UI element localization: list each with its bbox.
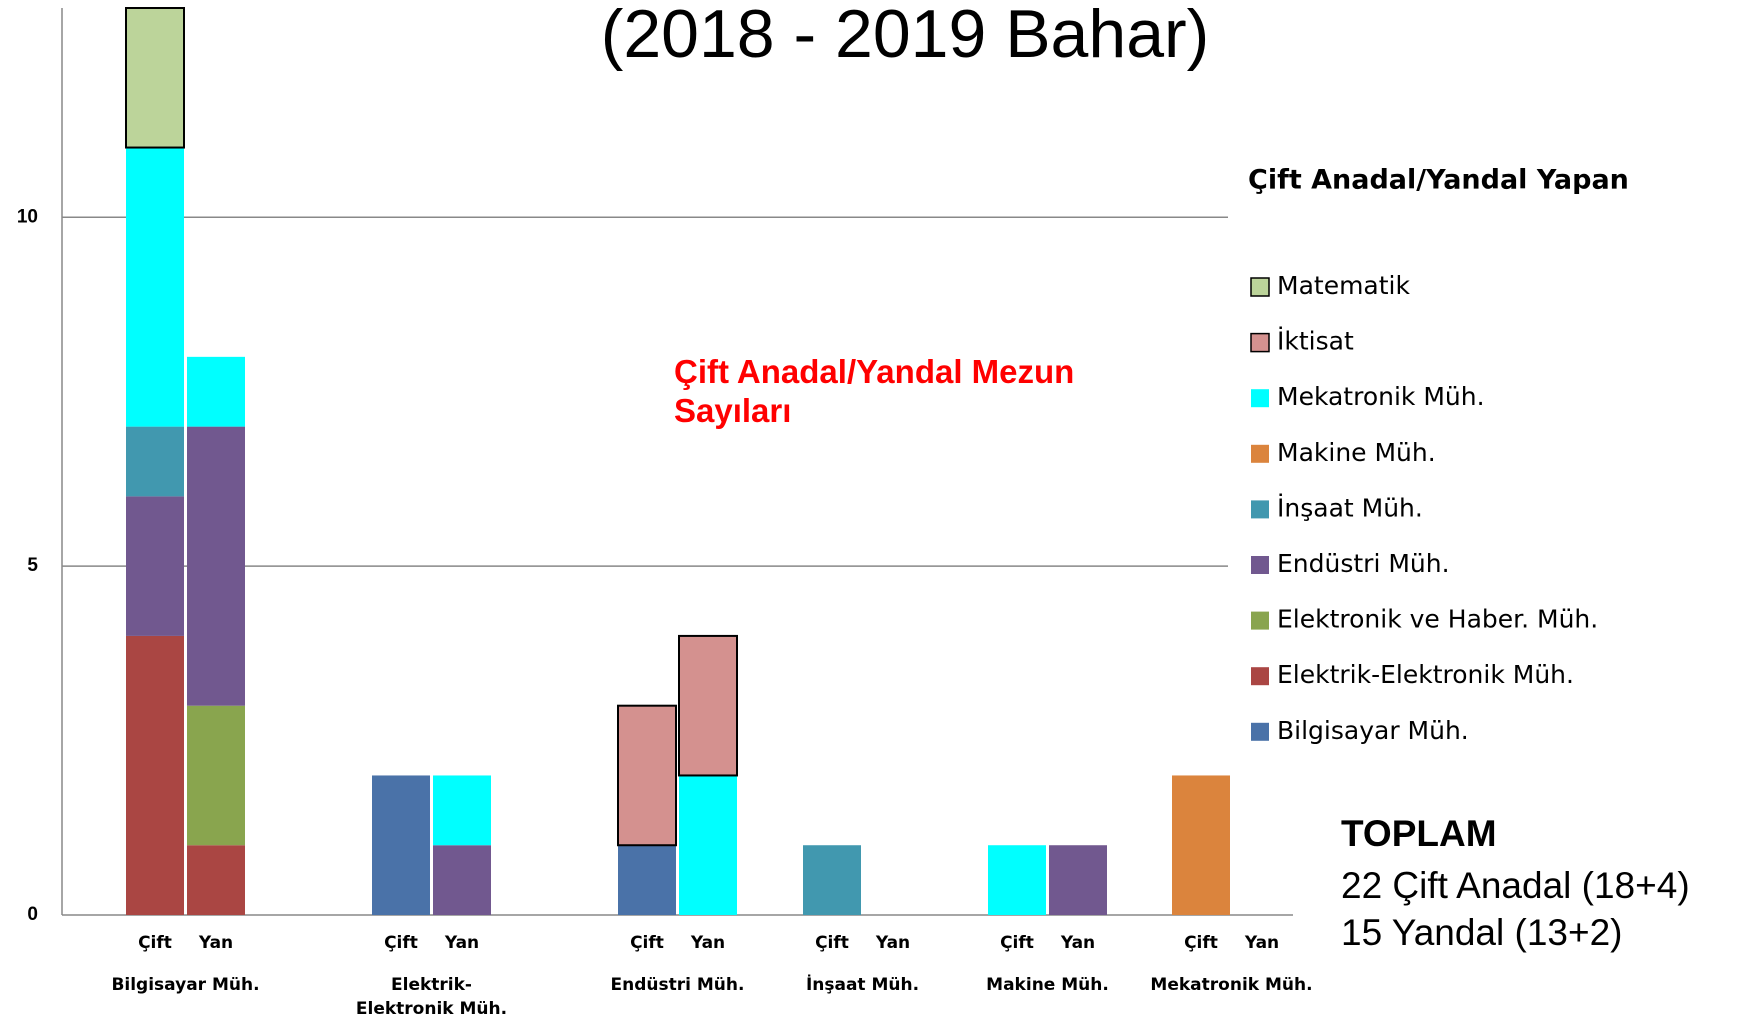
- group-label: Elektrik- Elektronik Müh.: [355, 975, 508, 1019]
- x-tick-label: Çift: [384, 933, 418, 953]
- group-label: Bilgisayar Müh.: [111, 975, 260, 995]
- legend-label: Mekatronik Müh.: [1277, 382, 1485, 411]
- x-tick-label: Çift: [815, 933, 849, 953]
- legend-swatch: [1251, 444, 1269, 463]
- x-tick-label: Çift: [630, 933, 664, 953]
- bar-segment: [187, 426, 245, 706]
- bar-segment: [1172, 775, 1230, 915]
- group-label: İnşaat Müh.: [805, 975, 920, 995]
- legend-swatch: [1251, 667, 1269, 686]
- bar-segment: [803, 845, 861, 915]
- group-label: Makine Müh.: [986, 975, 1109, 995]
- x-tick-label: Yan: [690, 933, 725, 953]
- chart-title: (2018 - 2019 Bahar): [601, 0, 1210, 72]
- legend-swatch: [1251, 611, 1269, 630]
- y-tick-label: 0: [27, 904, 38, 925]
- totals-heading: TOPLAM: [1341, 813, 1497, 854]
- bar-segment: [1049, 845, 1107, 915]
- x-tick-label: Yan: [1244, 933, 1279, 953]
- legend-label: Endüstri Müh.: [1277, 549, 1450, 578]
- group-label: Mekatronik Müh.: [1150, 975, 1313, 995]
- legend-swatch: [1250, 332, 1270, 353]
- x-tick-label: Yan: [198, 933, 233, 953]
- x-tick-label: Çift: [1184, 933, 1218, 953]
- totals-line: 15 Yandal (13+2): [1341, 912, 1623, 953]
- legend-label: İktisat: [1277, 327, 1354, 356]
- bar-segment: [988, 845, 1046, 915]
- bar-segment: [126, 426, 184, 497]
- totals-line: 22 Çift Anadal (18+4): [1341, 865, 1690, 906]
- bar-segment: [125, 7, 185, 149]
- bar-segment: [433, 775, 491, 846]
- bar-segment: [617, 704, 677, 847]
- legend-swatch: [1251, 722, 1269, 741]
- legend-swatch: [1251, 389, 1269, 408]
- legend-label: İnşaat Müh.: [1277, 493, 1423, 522]
- bar-segment: [187, 845, 245, 915]
- legend-title: Çift Anadal/Yandal Yapan: [1248, 165, 1629, 196]
- bar-segment: [187, 356, 245, 427]
- legend-label: Bilgisayar Müh.: [1277, 716, 1469, 745]
- bar-segment: [618, 845, 676, 915]
- bar-segment: [679, 775, 737, 915]
- legend-swatch: [1251, 556, 1269, 574]
- y-tick-label: 10: [17, 206, 38, 227]
- x-tick-label: Yan: [1060, 933, 1095, 953]
- bar-segment: [187, 705, 245, 846]
- x-tick-label: Yan: [875, 933, 910, 953]
- group-label: Endüstri Müh.: [610, 975, 745, 995]
- bar-segment: [433, 845, 491, 915]
- legend-label: Matematik: [1277, 271, 1410, 300]
- x-tick-label: Çift: [138, 933, 172, 953]
- bar-segment: [126, 496, 184, 636]
- legend-swatch: [1251, 500, 1269, 519]
- bar-segment: [678, 634, 738, 777]
- bar-segment: [126, 635, 184, 915]
- bar-segment: [372, 775, 430, 915]
- legend-swatch: [1250, 277, 1270, 297]
- legend-label: Elektrik-Elektronik Müh.: [1277, 660, 1574, 689]
- bar-segment: [126, 147, 184, 427]
- annotation: Çift Anadal/Yandal Mezun Sayıları: [674, 353, 1075, 429]
- legend-label: Makine Müh.: [1277, 438, 1436, 467]
- legend-label: Elektronik ve Haber. Müh.: [1277, 605, 1598, 634]
- x-tick-label: Yan: [444, 933, 479, 953]
- y-tick-label: 5: [27, 555, 38, 576]
- x-tick-label: Çift: [1000, 933, 1034, 953]
